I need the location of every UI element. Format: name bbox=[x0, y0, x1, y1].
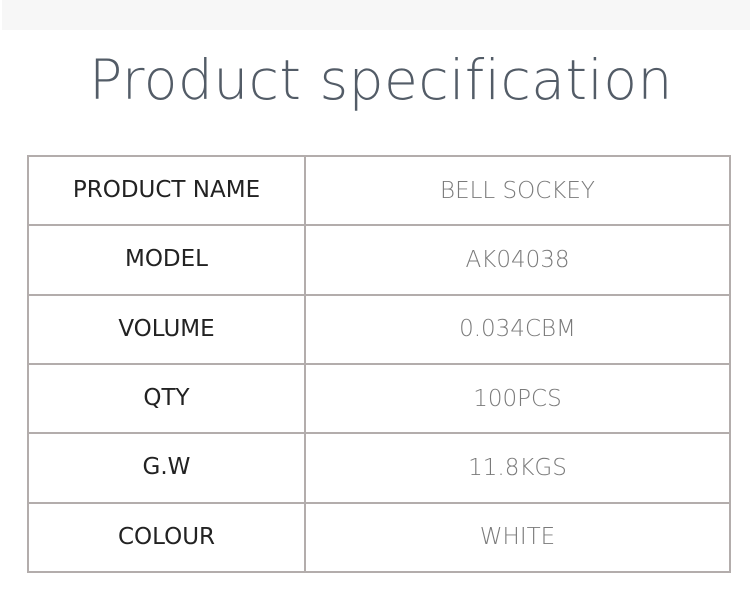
page-title: Product specification bbox=[89, 48, 673, 112]
table-row: COLOUR WHITE bbox=[27, 501, 731, 574]
top-band bbox=[2, 0, 750, 30]
spec-label: G.W bbox=[27, 432, 306, 504]
spec-value: WHITE bbox=[304, 501, 731, 574]
spec-label: VOLUME bbox=[27, 293, 306, 365]
spec-label: COLOUR bbox=[27, 501, 306, 574]
spec-label: MODEL bbox=[27, 224, 306, 296]
spec-label: QTY bbox=[27, 362, 306, 435]
table-row: VOLUME 0.034CBM bbox=[27, 293, 731, 365]
spec-label: PRODUCT NAME bbox=[27, 154, 306, 227]
table-row: PRODUCT NAME BELL SOCKEY bbox=[27, 154, 731, 227]
spec-table: PRODUCT NAME BELL SOCKEY MODEL AK04038 VOLUM… bbox=[27, 154, 731, 574]
spec-value: AK04038 bbox=[304, 224, 731, 296]
spec-value: 11.8KGS bbox=[304, 432, 731, 504]
spec-value: BELL SOCKEY bbox=[304, 154, 731, 227]
spec-value: 100PCS bbox=[304, 362, 731, 435]
table-row: MODEL AK04038 bbox=[27, 224, 731, 296]
table-row: G.W 11.8KGS bbox=[27, 432, 731, 504]
spec-value: 0.034CBM bbox=[304, 293, 731, 365]
table-row: QTY 100PCS bbox=[27, 362, 731, 435]
